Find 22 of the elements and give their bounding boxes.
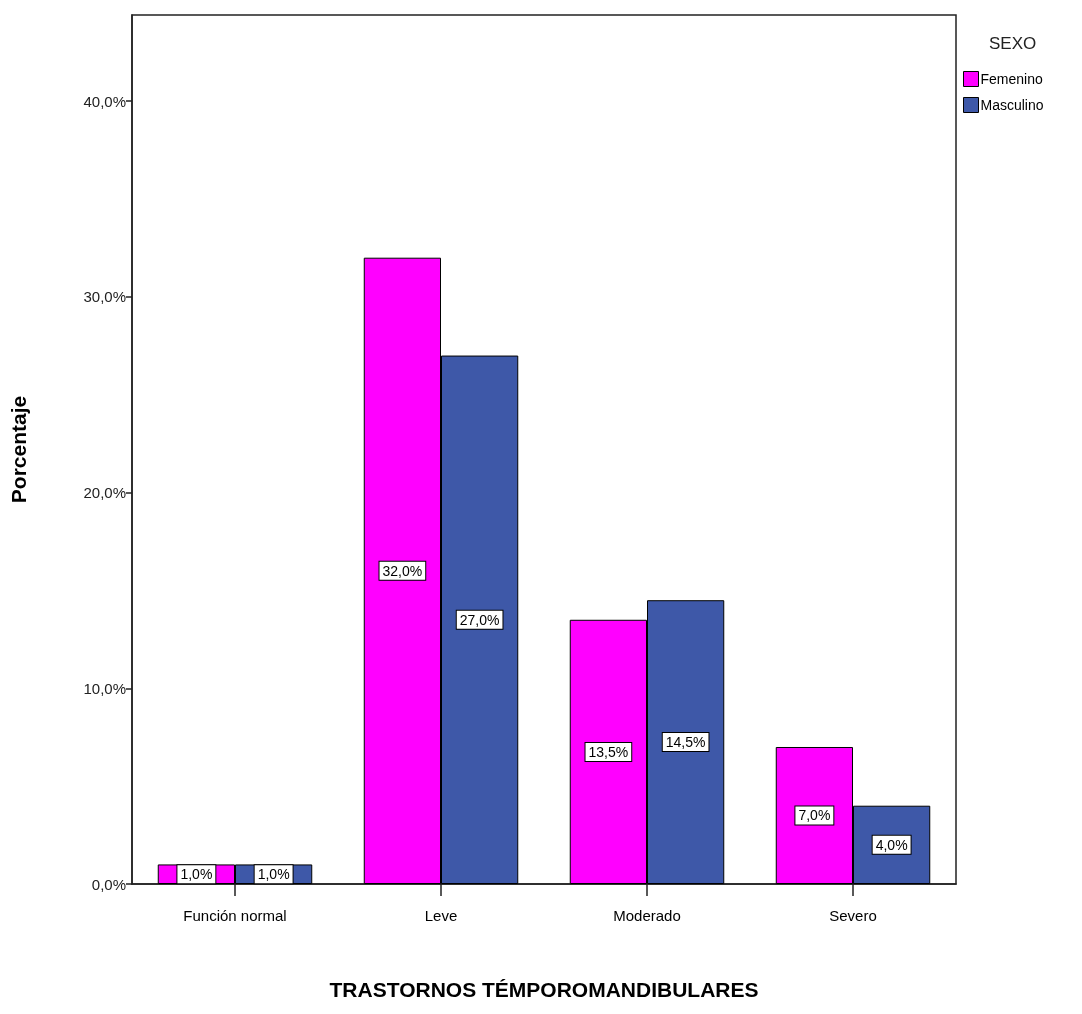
x-axis-title: TRASTORNOS TÉMPOROMANDIBULARES bbox=[329, 978, 759, 1001]
legend-label: Masculino bbox=[980, 97, 1044, 113]
legend-label: Femenino bbox=[980, 71, 1043, 87]
y-tick-label: 40,0% bbox=[83, 92, 126, 110]
y-tick-label: 10,0% bbox=[83, 679, 126, 697]
data-label: 27,0% bbox=[459, 611, 500, 628]
x-tick-label: Función normal bbox=[183, 907, 287, 924]
data-label: 4,0% bbox=[875, 836, 908, 853]
y-tick-label: 30,0% bbox=[83, 288, 126, 306]
data-label: 1,0% bbox=[257, 866, 290, 883]
data-label: 13,5% bbox=[588, 743, 629, 760]
data-label: 14,5% bbox=[665, 734, 706, 751]
y-tick-label: 0,0% bbox=[91, 875, 126, 893]
data-label: 7,0% bbox=[798, 807, 831, 824]
legend-title: SEXO bbox=[989, 34, 1037, 53]
x-tick-label: Leve bbox=[424, 907, 458, 924]
y-axis-title: Porcentaje bbox=[7, 395, 30, 504]
x-tick-label: Severo bbox=[829, 907, 877, 924]
data-label: 32,0% bbox=[382, 562, 423, 579]
y-tick-label: 20,0% bbox=[83, 484, 126, 502]
x-tick-label: Moderado bbox=[613, 907, 681, 924]
data-label: 1,0% bbox=[180, 866, 213, 883]
